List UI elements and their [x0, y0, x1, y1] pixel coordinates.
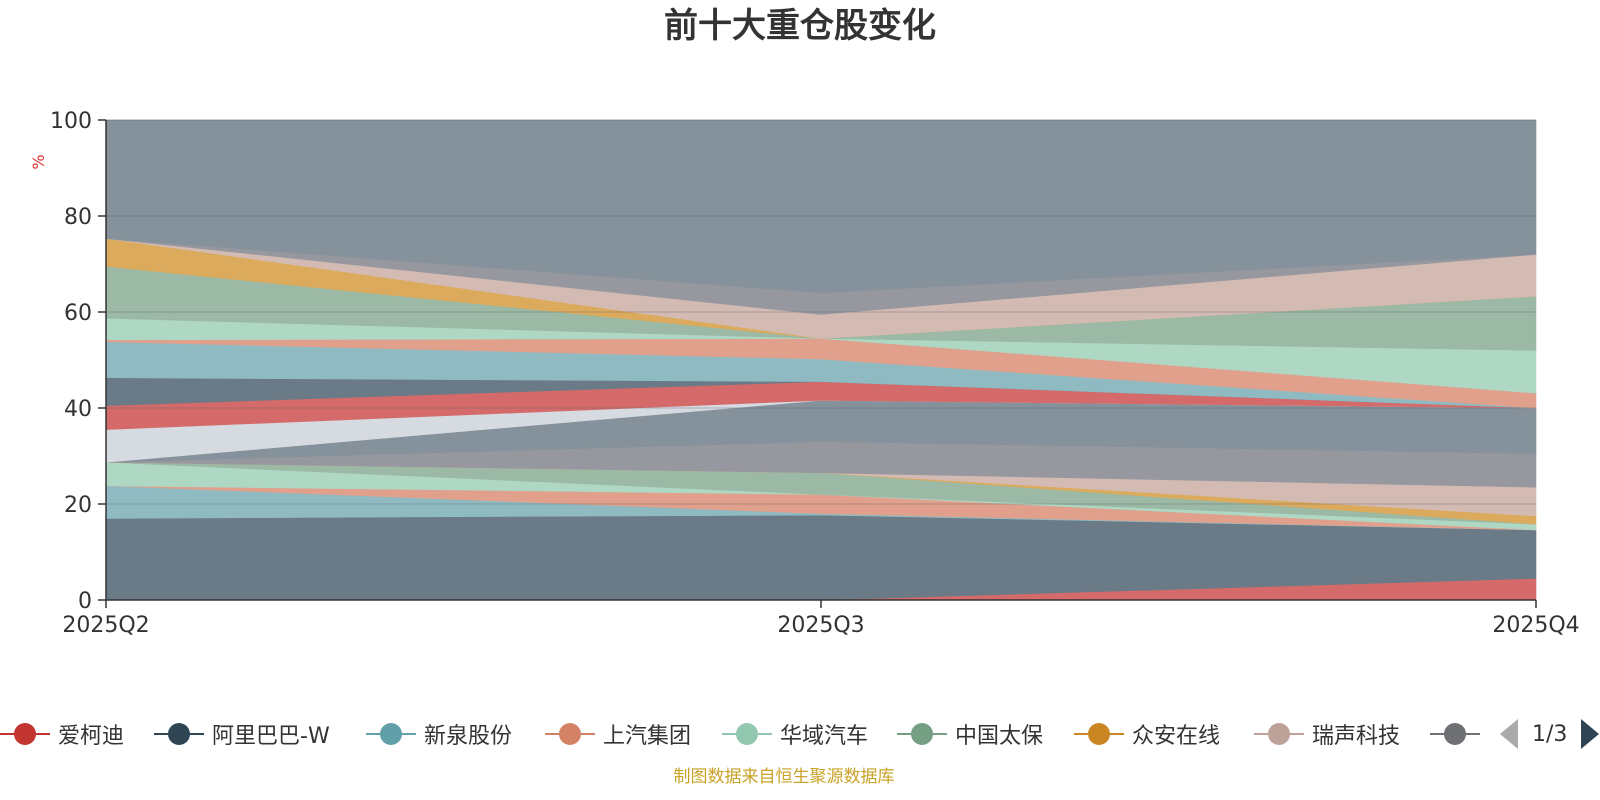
y-tick-label-40: 40	[64, 397, 92, 422]
legend-marker-icon	[1430, 716, 1480, 752]
legend: 爱柯迪 阿里巴巴-W 新泉股份 上汽集团 华域汽车 中国太保 众安在线 瑞声科技	[0, 716, 1600, 752]
legend-item-上汽集团[interactable]: 上汽集团	[545, 716, 691, 752]
legend-item-瑞声科技[interactable]: 瑞声科技	[1254, 716, 1400, 752]
legend-item-众安在线[interactable]: 众安在线	[1074, 716, 1220, 752]
y-tick-label-100: 100	[50, 109, 92, 134]
legend-marker-icon	[897, 716, 947, 752]
source-note: 制图数据来自恒生聚源数据库	[673, 767, 895, 787]
legend-label: 新泉股份	[424, 724, 513, 749]
legend-label: 瑞声科技	[1312, 724, 1401, 749]
legend-pager: 1/3	[1500, 716, 1600, 752]
legend-marker-icon	[545, 716, 595, 752]
legend-label: 阿里巴巴-W	[212, 724, 330, 749]
legend-label: 华域汽车	[780, 724, 869, 749]
legend-item-other[interactable]	[1430, 716, 1480, 752]
legend-page-indicator: 1/3	[1532, 721, 1568, 747]
y-axis-label: %	[29, 154, 48, 169]
legend-marker-icon	[366, 716, 416, 752]
chart-title: 前十大重仓股变化	[664, 6, 936, 46]
legend-item-华域汽车[interactable]: 华域汽车	[722, 716, 868, 752]
x-tick-label-2025Q3: 2025Q3	[777, 613, 864, 638]
legend-label: 众安在线	[1132, 724, 1221, 749]
y-tick-label-0: 0	[78, 589, 92, 614]
legend-label: 上汽集团	[603, 724, 692, 749]
legend-marker-icon	[1254, 716, 1304, 752]
gridlines	[106, 119, 1536, 505]
legend-next-page-icon[interactable]	[1581, 719, 1600, 749]
legend-item-爱柯迪[interactable]: 爱柯迪	[0, 716, 124, 752]
legend-label: 爱柯迪	[58, 724, 125, 749]
legend-item-中国太保[interactable]: 中国太保	[897, 716, 1043, 752]
legend-marker-icon	[1074, 716, 1124, 752]
axes: 0 20 40 60 80 100 2025Q2 2025Q3 2025Q4%	[29, 109, 1580, 638]
y-tick-label-20: 20	[64, 493, 92, 518]
stacked-area-chart: 0 20 40 60 80 100 2025Q2 2025Q3 2025Q4%	[29, 109, 1580, 638]
legend-prev-page-icon[interactable]	[1500, 719, 1518, 749]
y-tick-label-60: 60	[64, 301, 92, 326]
legend-label: 中国太保	[955, 724, 1044, 749]
x-tick-label-2025Q4: 2025Q4	[1492, 613, 1579, 638]
legend-marker-icon	[154, 716, 204, 752]
legend-marker-icon	[0, 716, 50, 752]
legend-item-新泉股份[interactable]: 新泉股份	[366, 716, 512, 752]
y-tick-label-80: 80	[64, 205, 92, 230]
x-tick-label-2025Q2: 2025Q2	[62, 613, 149, 638]
legend-item-阿里巴巴-W[interactable]: 阿里巴巴-W	[154, 716, 330, 752]
legend-marker-icon	[722, 716, 772, 752]
area-bands	[105, 119, 1537, 601]
